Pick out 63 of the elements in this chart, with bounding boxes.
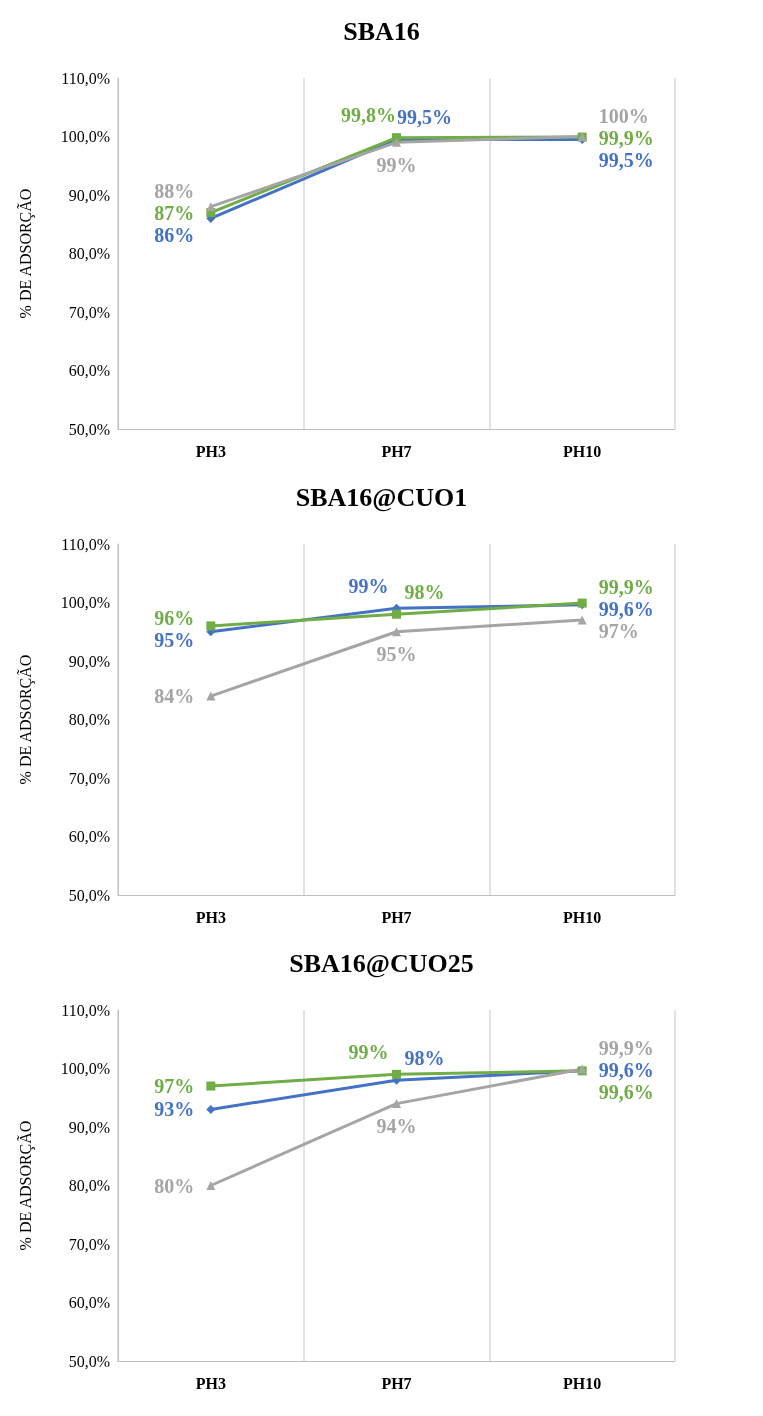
- y-tick-label: 80,0%: [68, 245, 110, 262]
- x-tick-label: PH10: [563, 1374, 602, 1392]
- data-label: 87%: [154, 201, 195, 224]
- data-label: 99,8%: [341, 104, 396, 127]
- data-label: 93%: [154, 1098, 195, 1121]
- x-tick-label: PH7: [381, 908, 412, 926]
- y-axis-title: % DE ADSORÇÃO: [16, 654, 35, 785]
- y-axis-title: % DE ADSORÇÃO: [16, 188, 35, 319]
- chart-title: SBA16: [343, 16, 420, 46]
- y-tick-label: 110,0%: [61, 69, 110, 87]
- y-tick-label: 110,0%: [61, 535, 110, 553]
- y-tick-label: 90,0%: [68, 186, 110, 204]
- chart-title: SBA16@CUO1: [295, 482, 468, 512]
- y-tick-label: 60,0%: [68, 362, 110, 379]
- x-tick-label: PH3: [195, 442, 226, 460]
- data-label: 100%: [598, 104, 649, 127]
- data-label: 98%: [404, 580, 445, 603]
- data-label: 99,9%: [598, 576, 654, 599]
- data-label: 99,5%: [598, 148, 654, 171]
- y-tick-label: 50,0%: [68, 420, 110, 438]
- y-axis-title: % DE ADSORÇÃO: [16, 1120, 35, 1251]
- data-label: 99,5%: [397, 105, 452, 128]
- y-tick-label: 100,0%: [60, 1060, 110, 1077]
- data-label: 99,9%: [598, 1037, 654, 1060]
- data-label: 99,6%: [598, 1059, 654, 1082]
- x-tick-label: PH7: [381, 1374, 412, 1392]
- y-tick-label: 70,0%: [68, 769, 110, 787]
- data-label: 99,6%: [598, 598, 654, 621]
- data-label: 94%: [376, 1115, 417, 1138]
- y-tick-label: 80,0%: [68, 711, 110, 728]
- data-label: 95%: [376, 643, 417, 666]
- data-label: 99%: [348, 1040, 389, 1063]
- y-tick-label: 90,0%: [68, 1118, 110, 1136]
- x-tick-label: PH10: [563, 442, 602, 460]
- y-tick-label: 50,0%: [68, 886, 110, 904]
- x-tick-label: PH7: [381, 442, 412, 460]
- data-label: 84%: [154, 685, 195, 708]
- data-label: 97%: [598, 620, 639, 643]
- y-tick-label: 70,0%: [68, 1235, 110, 1253]
- y-tick-label: 80,0%: [68, 1177, 110, 1194]
- data-label: 88%: [154, 179, 195, 202]
- data-label: 95%: [154, 628, 195, 651]
- y-tick-label: 100,0%: [60, 128, 110, 145]
- data-label: 99%: [348, 574, 389, 597]
- data-label: 99,6%: [598, 1081, 654, 1104]
- y-tick-label: 60,0%: [68, 1294, 110, 1311]
- y-tick-label: 50,0%: [68, 1352, 110, 1370]
- x-tick-label: PH3: [195, 1374, 226, 1392]
- data-label: 99,9%: [598, 126, 654, 149]
- y-tick-label: 100,0%: [60, 594, 110, 611]
- data-label: 80%: [154, 1174, 195, 1197]
- chart-title: SBA16@CUO25: [289, 948, 474, 978]
- y-tick-label: 70,0%: [68, 303, 110, 321]
- data-label: 99%: [376, 153, 417, 176]
- y-tick-label: 110,0%: [61, 1001, 110, 1019]
- data-label: 97%: [154, 1075, 195, 1098]
- x-tick-label: PH10: [563, 908, 602, 926]
- y-tick-label: 90,0%: [68, 652, 110, 670]
- data-label: 86%: [154, 223, 195, 246]
- data-label: 98%: [404, 1046, 445, 1069]
- data-label: 96%: [154, 606, 195, 629]
- y-tick-label: 60,0%: [68, 828, 110, 845]
- x-tick-label: PH3: [195, 908, 226, 926]
